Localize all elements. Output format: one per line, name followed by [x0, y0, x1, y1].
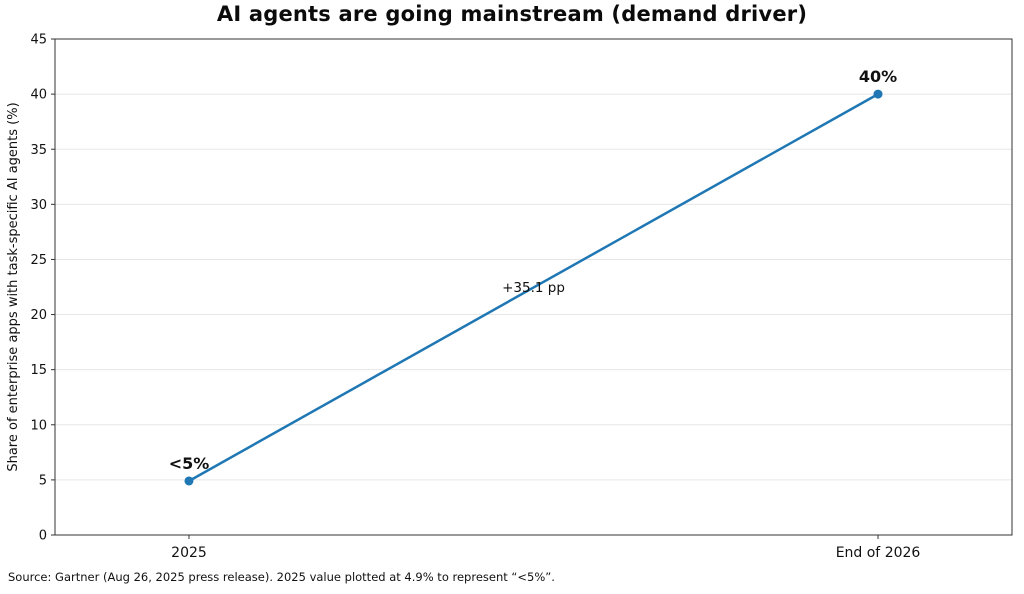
y-tick-label-10: 10: [30, 418, 47, 433]
y-tick-label-30: 30: [30, 198, 47, 213]
gridlines-layer: [55, 93, 1012, 481]
x-tick-label-2025: 2025: [171, 545, 207, 561]
series-layer: [184, 89, 883, 486]
point-label-end-of-2026: 40%: [859, 67, 897, 86]
y-tick-label-20: 20: [30, 308, 47, 323]
series-line: [187, 92, 880, 483]
labels-layer: Share of enterprise apps with task-speci…: [6, 67, 897, 473]
annotation-delta-pp: +35.1 pp: [502, 280, 565, 296]
source-note: Source: Gartner (Aug 26, 2025 press rele…: [8, 570, 555, 584]
point-label-2025: <5%: [169, 454, 210, 473]
y-axis-label: Share of enterprise apps with task-speci…: [6, 102, 21, 471]
y-tick-label-35: 35: [30, 143, 47, 158]
y-tick-label-0: 0: [39, 529, 47, 544]
data-point-2025: [184, 476, 194, 486]
y-tick-label-40: 40: [30, 88, 47, 103]
x-tick-label-end-of-2026: End of 2026: [836, 545, 921, 561]
y-tick-label-45: 45: [30, 33, 47, 48]
chart-title: AI agents are going mainstream (demand d…: [216, 2, 808, 26]
y-tick-label-5: 5: [39, 473, 47, 488]
y-tick-label-15: 15: [30, 363, 47, 378]
data-point-end-of-2026: [873, 89, 883, 99]
y-tick-label-25: 25: [30, 253, 47, 268]
axes-frame-layer: [54, 38, 1013, 536]
axes-frame: [54, 38, 1013, 536]
